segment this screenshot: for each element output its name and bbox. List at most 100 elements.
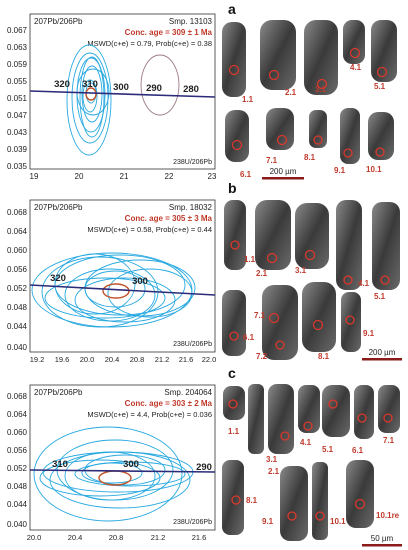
x-tick-label: 20 xyxy=(75,172,84,181)
grain-image xyxy=(225,110,249,162)
data-ellipse xyxy=(82,79,98,113)
grain-image xyxy=(295,203,329,269)
grain-label: 5.1 xyxy=(322,445,334,454)
x-tick-label: 20.0 xyxy=(27,533,42,542)
zircon-grain: 2.1 xyxy=(248,384,280,476)
data-ellipse xyxy=(44,277,166,319)
spot-circle xyxy=(380,275,390,285)
spot-circle xyxy=(229,331,239,341)
grain-label: 3.1 xyxy=(295,266,307,275)
concordia-curve xyxy=(29,469,216,473)
grain-label: 4.1 xyxy=(358,279,370,288)
zircon-grain: 6.1 xyxy=(222,290,255,356)
spot-circle xyxy=(303,421,313,431)
data-ellipse xyxy=(81,462,143,484)
spot-circle xyxy=(357,413,367,423)
grain-image xyxy=(354,385,374,439)
zircon-grain: 2.1 xyxy=(255,200,291,278)
grain-label: 7.1 xyxy=(254,311,266,320)
grain-image xyxy=(309,110,327,148)
x-tick-label: 20.8 xyxy=(109,533,124,542)
grain-image xyxy=(260,20,296,90)
panel-letter-b: b xyxy=(228,180,237,196)
concordia-tick-label: 280 xyxy=(183,84,199,95)
scale-bar-label: 200 µm xyxy=(270,167,297,176)
scale-bar xyxy=(362,544,402,547)
x-tick-label: 21.2 xyxy=(155,355,170,364)
grain-label: 4.1 xyxy=(300,438,312,447)
zircon-grain: 3.1 xyxy=(295,203,329,275)
x-tick-label: 20.0 xyxy=(80,355,95,364)
grain-image xyxy=(302,282,336,352)
spot-circle xyxy=(304,249,316,261)
concordia-tick-label: 300 xyxy=(113,82,129,93)
grain-label: 9.1 xyxy=(363,329,375,338)
x-tick-label: 20.8 xyxy=(130,355,145,364)
concordia-age: Conc. age = 303 ± 2 Ma xyxy=(125,399,213,408)
grain-label: 1.1 xyxy=(228,427,240,436)
y-tick-label: 0.060 xyxy=(7,428,28,437)
panel-a-plot: 0.067 0.063 0.059 0.055 0.051 0.047 0.04… xyxy=(7,13,217,181)
grain-image xyxy=(224,200,246,270)
zircon-grain: 7.1 xyxy=(378,385,400,445)
zircon-grain: 9.1 xyxy=(341,292,375,352)
concordia-age-labels: 320 300 xyxy=(50,273,148,287)
spot-circle xyxy=(266,252,278,264)
zircon-grain: 6.1 xyxy=(352,385,374,455)
grain-label: 8.1 xyxy=(246,496,258,505)
zircon-grain: 1.1 xyxy=(223,386,245,436)
grain-label: 10.1 xyxy=(330,517,346,526)
concordia-age-labels: 320 310 300 290 280 xyxy=(54,79,199,95)
zircon-grain: 10.1 xyxy=(312,462,346,540)
grain-label: 1.1 xyxy=(242,95,254,104)
x-axis-label: 238U/206Pb xyxy=(173,159,212,166)
data-ellipse xyxy=(79,56,105,138)
x-tick-label: 22 xyxy=(165,172,174,181)
grain-label: 3.1 xyxy=(315,85,327,94)
grain-image xyxy=(268,384,294,454)
panel-c-grains: 1.1 2.1 3.1 4.1 5.1 6.1 7.1 xyxy=(222,384,402,547)
x-tick-label: 19.6 xyxy=(55,355,70,364)
grain-label: 10.1re xyxy=(376,511,400,520)
y-axis-label: 207Pb/206Pb xyxy=(34,203,83,212)
spot-circle xyxy=(343,275,353,285)
spot-circle xyxy=(228,399,238,409)
zircon-grain: 5.1 xyxy=(372,202,400,301)
grain-image xyxy=(368,112,394,160)
grain-image xyxy=(304,20,338,95)
data-ellipse xyxy=(49,451,191,509)
grain-label: 5.1 xyxy=(374,292,386,301)
x-tick-label: 21.6 xyxy=(179,355,194,364)
x-tick-label: 20.4 xyxy=(105,355,120,364)
spot-circle xyxy=(231,139,243,151)
spot-circle xyxy=(383,413,393,423)
spot-circle xyxy=(275,340,285,350)
zircon-grain: 8.1 xyxy=(302,282,336,361)
grain-label: 3.1 xyxy=(266,455,278,464)
data-ellipse xyxy=(33,426,183,522)
panel-letters: a b c xyxy=(228,1,237,381)
zircon-grain: 3.1 xyxy=(266,384,294,464)
grain-image xyxy=(372,202,400,290)
scale-bar-label: 200 µm xyxy=(369,348,396,357)
concordia-age: Conc. age = 305 ± 3 Ma xyxy=(125,214,213,223)
panel-c-frame xyxy=(29,384,216,531)
zircon-grain: 5.1 xyxy=(371,20,397,91)
data-ellipse xyxy=(39,459,161,497)
sample-id: Smp. 204064 xyxy=(164,388,212,397)
y-tick-label: 0.059 xyxy=(7,60,28,69)
scale-bar xyxy=(262,177,304,180)
grain-label: 2.1 xyxy=(268,467,280,476)
mswd-stats: MSWD(c+e) = 0.58, Prob(c+e) = 0.44 xyxy=(87,225,212,234)
y-tick-label: 0.039 xyxy=(7,145,28,154)
grain-image xyxy=(336,200,362,290)
y-axis-label: 207Pb/206Pb xyxy=(34,388,83,397)
data-ellipse xyxy=(74,277,176,323)
zircon-grain: 9.1 xyxy=(262,466,308,541)
concordia-tick-label: 310 xyxy=(52,459,68,470)
scale-bar-label: 50 µm xyxy=(371,534,394,543)
y-tick-label: 0.052 xyxy=(7,464,28,473)
y-tick-label: 0.067 xyxy=(7,26,28,35)
panel-b-plot: 0.068 0.064 0.060 0.056 0.052 0.048 0.04… xyxy=(7,199,216,364)
grain-label: 8.1 xyxy=(304,153,316,162)
